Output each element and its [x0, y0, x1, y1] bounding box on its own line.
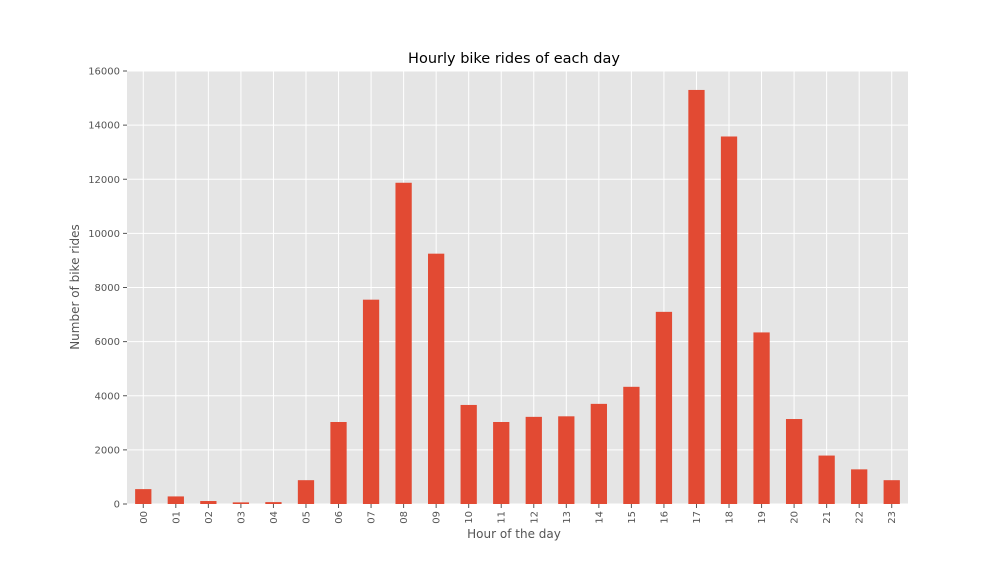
bar-10 [460, 404, 477, 504]
bar-21 [818, 455, 835, 504]
x-tick-label: 06 [334, 511, 345, 524]
bar-16 [655, 311, 673, 504]
x-tick-label: 13 [562, 511, 573, 524]
bar-03 [232, 502, 250, 504]
y-tick-label: 14000 [88, 121, 120, 132]
bar-08 [395, 182, 412, 504]
x-tick-label: 08 [399, 511, 410, 524]
y-axis-ticks: 0 2000 4000 6000 8000 10000 12000 14000 16000 [88, 67, 127, 511]
x-tick-label: 09 [432, 511, 443, 524]
bar-09 [428, 253, 445, 504]
x-tick-label: 21 [822, 511, 833, 524]
y-tick-label: 16000 [88, 67, 120, 78]
x-tick-label: 16 [659, 511, 670, 524]
x-tick-label: 00 [139, 511, 150, 524]
x-tick-label: 10 [464, 511, 475, 524]
y-tick-label: 4000 [95, 391, 120, 402]
x-tick-label: 12 [529, 511, 540, 524]
x-axis-label: Hour of the day [467, 527, 561, 541]
y-tick-label: 2000 [95, 445, 120, 456]
bar-01 [167, 496, 184, 504]
bar-11 [493, 422, 510, 504]
x-tick-label: 20 [790, 511, 801, 524]
bar-05 [297, 480, 315, 504]
bars [135, 89, 900, 504]
bar-19 [753, 332, 770, 504]
y-axis-label: Number of bike rides [68, 224, 82, 350]
x-tick-label: 18 [725, 511, 736, 524]
x-axis-ticks: 00 01 02 03 04 05 06 07 08 09 10 11 12 13 14 15 16 17 18 19… [139, 504, 898, 524]
bar-02 [200, 501, 217, 504]
x-tick-label: 14 [594, 511, 605, 524]
bar-20 [785, 419, 803, 504]
bar-15 [623, 386, 640, 504]
chart-title: Hourly bike rides of each day [408, 51, 620, 67]
x-tick-label: 22 [855, 511, 866, 524]
x-tick-label: 03 [236, 511, 247, 524]
bar-18 [720, 136, 738, 504]
bar-12 [525, 416, 542, 504]
x-tick-label: 19 [757, 511, 768, 524]
x-tick-label: 04 [269, 511, 280, 524]
x-tick-label: 23 [887, 511, 898, 524]
bar-00 [135, 489, 152, 504]
bar-07 [362, 299, 380, 504]
bar-14 [590, 403, 607, 504]
y-tick-label: 6000 [95, 337, 120, 348]
y-tick-label: 12000 [88, 175, 120, 186]
bar-13 [558, 416, 575, 504]
x-tick-label: 07 [367, 511, 378, 524]
bar-23 [883, 480, 900, 504]
y-tick-label: 8000 [95, 283, 120, 294]
bar-22 [851, 469, 868, 504]
x-tick-label: 05 [301, 511, 312, 524]
bar-17 [688, 89, 705, 504]
y-tick-label: 10000 [88, 229, 120, 240]
x-tick-label: 01 [171, 511, 182, 524]
x-tick-label: 02 [204, 511, 215, 524]
x-tick-label: 15 [627, 511, 638, 524]
bar-06 [330, 422, 347, 504]
bar-04 [265, 502, 282, 504]
y-tick-label: 0 [114, 500, 120, 511]
x-tick-label: 11 [497, 511, 508, 524]
x-tick-label: 17 [692, 511, 703, 524]
